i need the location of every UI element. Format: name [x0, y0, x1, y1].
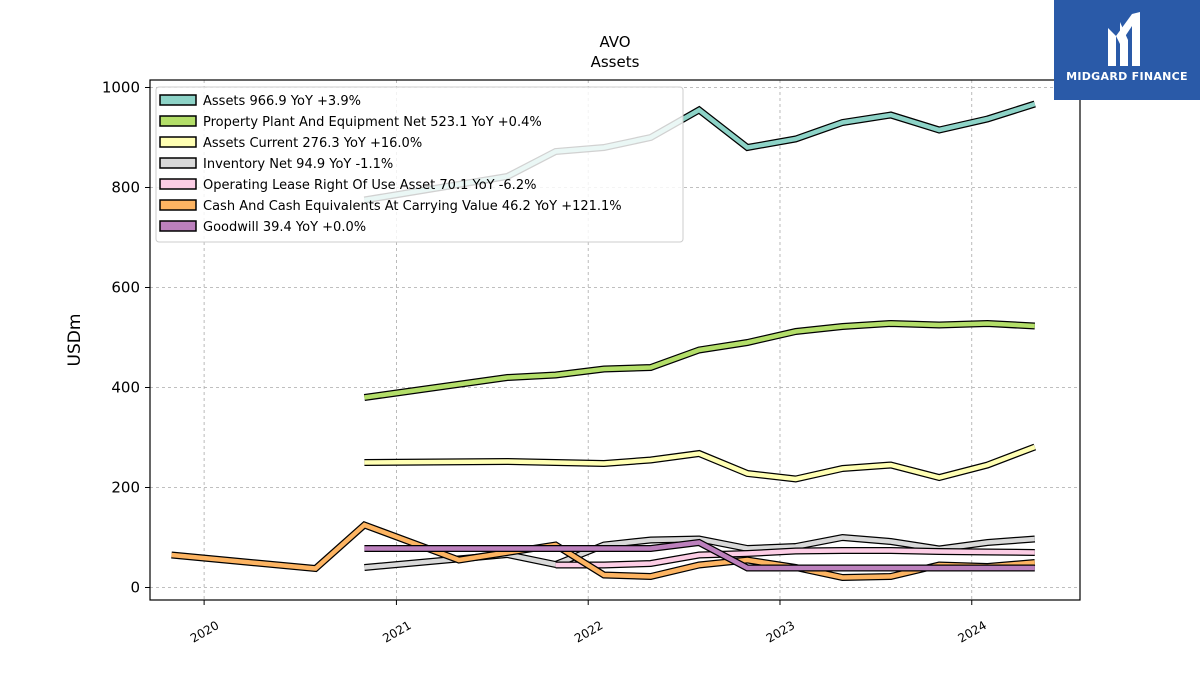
y-tick-label: 600 — [111, 279, 140, 297]
x-tick-label: 2024 — [956, 618, 989, 645]
y-tick-label: 0 — [130, 579, 140, 597]
chart-title: AVO — [599, 33, 630, 51]
legend-entry: Operating Lease Right Of Use Asset 70.1 … — [203, 178, 536, 193]
y-tick-label: 1000 — [102, 79, 140, 97]
brand-logo: MIDGARD FINANCE — [1054, 0, 1200, 100]
legend-swatch — [159, 220, 197, 232]
legend-swatch — [159, 199, 197, 211]
legend-entry: Assets 966.9 YoY +3.9% — [203, 94, 361, 109]
legend-swatch — [159, 157, 197, 169]
legend-swatch — [159, 94, 197, 106]
y-tick-label: 200 — [111, 479, 140, 497]
legend-entry: Assets Current 276.3 YoY +16.0% — [203, 136, 422, 151]
x-tick-label: 2023 — [764, 618, 797, 645]
legend-entry: Cash And Cash Equivalents At Carrying Va… — [203, 199, 622, 214]
legend-swatch — [159, 136, 197, 148]
plot-frame — [149, 79, 1081, 601]
logo-mark-icon — [1108, 12, 1140, 66]
y-axis-label: USDm — [65, 314, 85, 367]
legend-entry: Property Plant And Equipment Net 523.1 Y… — [203, 115, 542, 130]
series-line-goodwill — [364, 540, 1035, 571]
legend-swatch — [159, 115, 197, 127]
chart-subtitle: Assets — [591, 53, 640, 71]
y-tick-label: 800 — [111, 179, 140, 197]
x-tick-label: 2022 — [572, 618, 605, 645]
logo-text: MIDGARD FINANCE — [1066, 70, 1188, 83]
series-line-operating-lease-right-of-use-asset — [555, 548, 1035, 568]
x-tick-label: 2020 — [188, 618, 221, 645]
y-tick-label: 400 — [111, 379, 140, 397]
series-line-property-plant-and-equipment-net — [364, 321, 1035, 400]
series-line-assets-current — [364, 444, 1036, 482]
legend-swatch — [159, 178, 197, 190]
series-outline-property-plant-and-equipment-net — [363, 319, 1035, 401]
legend-box — [155, 86, 684, 243]
legend: Assets 966.9 YoY +3.9% Property Plant And… — [155, 86, 684, 243]
legend-entry: Goodwill 39.4 YoY +0.0% — [203, 220, 366, 235]
x-tick-label: 2021 — [380, 618, 413, 645]
legend-entry: Inventory Net 94.9 YoY -1.1% — [203, 157, 393, 172]
